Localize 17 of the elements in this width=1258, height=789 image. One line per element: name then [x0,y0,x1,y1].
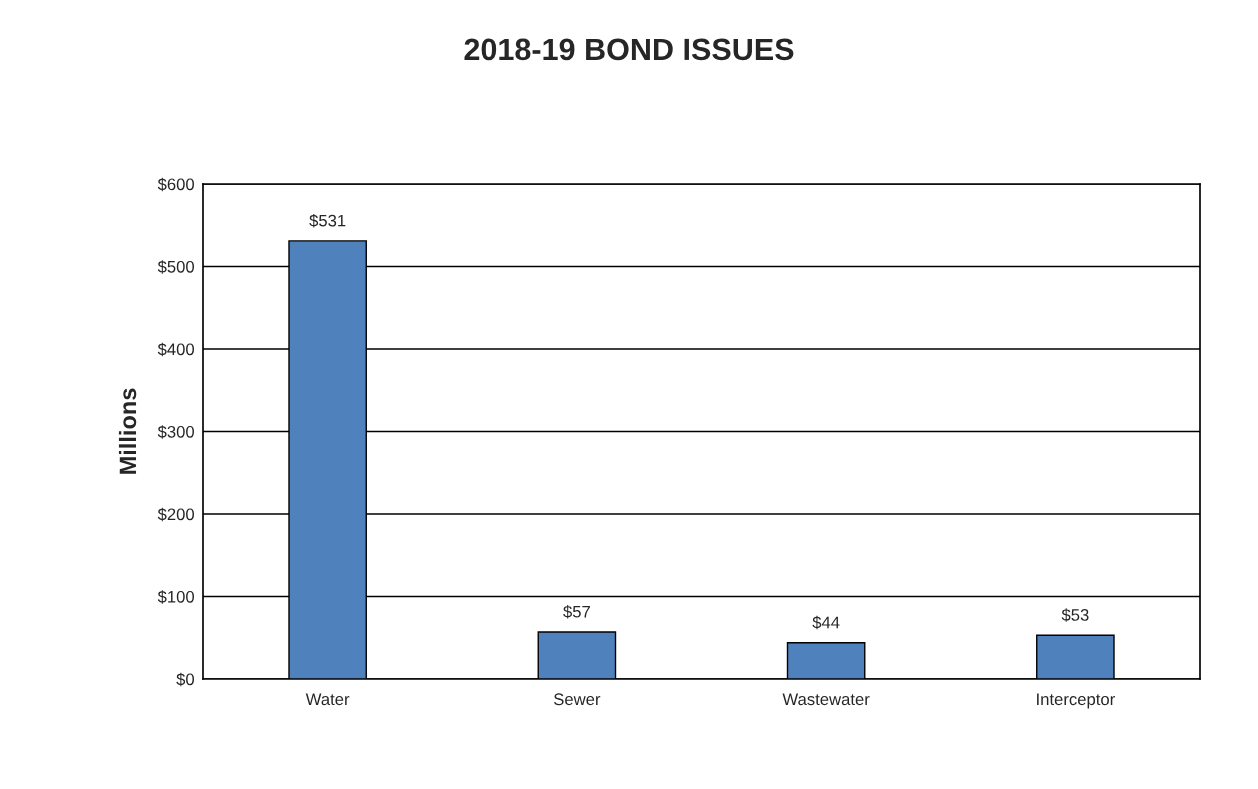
data-label: $53 [1061,608,1089,622]
data-label: $531 [309,214,346,228]
x-tick-label: Water [305,693,350,706]
x-tick-label: Sewer [554,693,601,706]
x-tick-label: Interceptor [1037,693,1115,709]
y-tick-label: $0 [176,672,195,687]
data-label: $44 [812,615,840,630]
y-axis-title: Millions [118,388,137,474]
y-tick-label: $100 [157,590,195,604]
y-tick-label: $200 [157,507,195,522]
y-tick-label: $500 [157,260,195,274]
y-tick-label: $300 [157,425,195,439]
chart-title: 2018-19 BOND ISSUES [464,38,794,61]
y-tick-label: $400 [157,342,195,357]
x-tick-label: Wastewater [782,693,870,706]
data-label: $57 [563,605,590,619]
y-tick-label: $600 [157,177,195,192]
